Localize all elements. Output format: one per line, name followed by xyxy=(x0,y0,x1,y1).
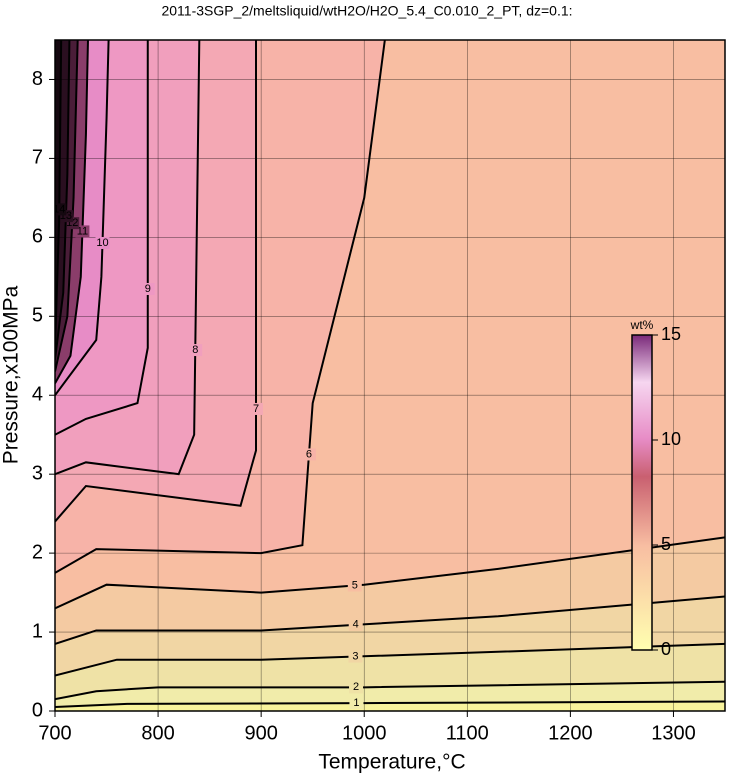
contour-label: 5 xyxy=(352,579,358,591)
contour-label: 9 xyxy=(145,283,151,295)
y-tick-label: 8 xyxy=(32,68,43,90)
contour-line xyxy=(55,40,149,436)
contour-label-bg xyxy=(55,203,67,216)
colorbar-tick-label: 0 xyxy=(661,639,671,659)
colorbar-tick-label: 10 xyxy=(661,429,681,449)
y-tick-label: 3 xyxy=(32,462,43,484)
contour-line xyxy=(55,700,725,709)
contour-label-bg xyxy=(140,282,155,295)
y-tick-label: 4 xyxy=(32,384,43,406)
y-tick-label: 5 xyxy=(32,305,43,327)
contour-line xyxy=(55,40,63,348)
contour-line xyxy=(55,40,89,384)
contour-line xyxy=(55,595,725,645)
x-tick-label: 1100 xyxy=(446,722,489,744)
contour-label: 4 xyxy=(353,619,359,631)
contour-label-bg xyxy=(95,236,110,249)
contour-label: 11 xyxy=(77,225,88,237)
contour-label: 8 xyxy=(192,344,198,356)
x-tick-label: 1300 xyxy=(651,722,696,744)
contour-label: 2 xyxy=(353,681,359,693)
contour-line xyxy=(55,40,201,476)
x-axis-label: Temperature,°C xyxy=(318,751,465,774)
x-tick-label: 1200 xyxy=(548,722,593,744)
contour-line xyxy=(55,40,386,574)
contour-label-bg xyxy=(349,681,364,694)
y-tick-label: 0 xyxy=(32,699,43,721)
y-tick-label: 1 xyxy=(32,620,43,642)
contour-label-bg xyxy=(349,697,364,710)
contour-label-bg xyxy=(348,650,363,663)
contour-line xyxy=(55,642,725,677)
plot-frame xyxy=(54,39,726,712)
colorbar xyxy=(631,334,653,651)
contour-line xyxy=(55,40,110,396)
x-tick-label: 900 xyxy=(244,722,277,744)
contour-line xyxy=(55,40,79,372)
contour-line xyxy=(55,40,71,360)
contour-line xyxy=(55,40,257,523)
chart-title: 2011-3SGP_2/meltsliquid/wtH2O/H2O_5.4_C0… xyxy=(161,3,572,19)
colorbar-label: wt% xyxy=(630,318,654,332)
contour-label-bg xyxy=(249,402,263,415)
y-tick-label: 6 xyxy=(32,226,43,248)
contour-label: 3 xyxy=(352,650,358,662)
contour-label-bg xyxy=(188,344,203,357)
contour-label-bg xyxy=(347,579,362,592)
x-tick-label: 700 xyxy=(38,722,71,744)
contour-label: 6 xyxy=(306,448,312,460)
contour-label: 1 xyxy=(353,697,359,709)
y-tick-label: 2 xyxy=(32,541,43,563)
colorbar-tick-label: 15 xyxy=(661,324,681,344)
contour-label-bg xyxy=(301,448,316,461)
colorbar-tick-label: 5 xyxy=(661,534,671,554)
contour-line xyxy=(55,536,725,610)
y-axis-label: Pressure,x100MPa xyxy=(0,285,23,464)
contour-line xyxy=(55,680,725,701)
x-tick-label: 800 xyxy=(141,722,174,744)
x-tick-label: 1000 xyxy=(342,722,387,744)
y-tick-label: 7 xyxy=(32,147,43,169)
contour-label: 7 xyxy=(253,403,259,415)
contour-label-bg xyxy=(348,618,363,631)
contour-label: 14 xyxy=(53,203,65,215)
contour-label: 10 xyxy=(96,237,108,249)
